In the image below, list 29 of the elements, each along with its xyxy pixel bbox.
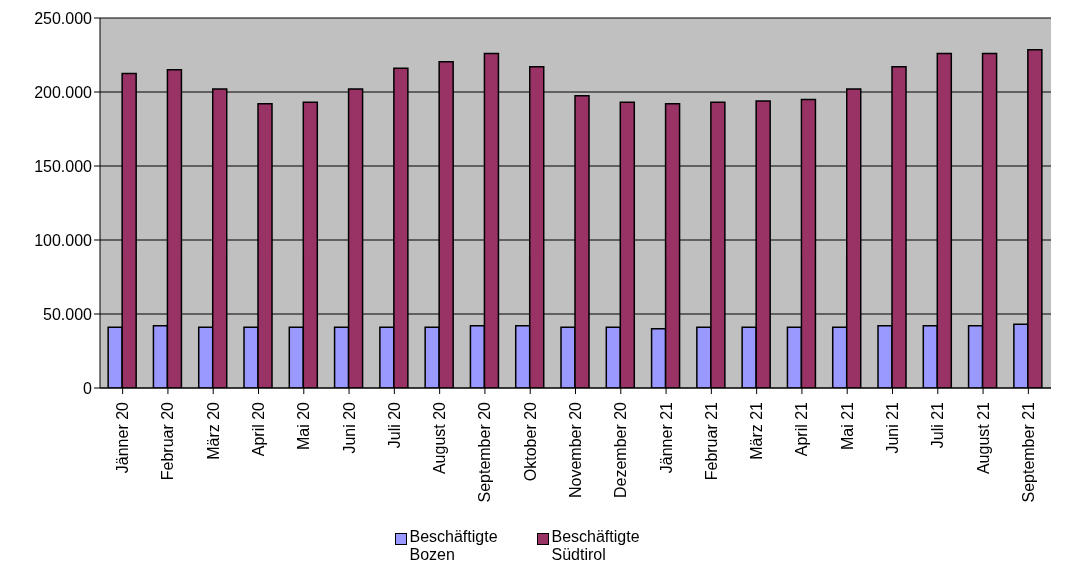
- x-tick-label: Dezember 20: [612, 401, 630, 499]
- x-tick-label: Juni 21: [884, 401, 901, 454]
- x-tick-label: Juni 20: [340, 401, 358, 454]
- x-tick-label: Mai 20: [295, 401, 313, 451]
- x-tick-label: Jänner 21: [657, 401, 675, 474]
- x-tick-label: Jänner 20: [114, 401, 132, 474]
- y-tick-label: 200.000: [34, 83, 93, 101]
- x-tick-label: April 21: [793, 401, 811, 457]
- x-tick-label: Juli 21: [929, 401, 947, 449]
- x-tick-label: Februar 21: [702, 401, 720, 481]
- x-tick-label: Oktober 20: [521, 401, 539, 482]
- x-tick-label: Februar 20: [159, 401, 177, 481]
- x-tick-label: November 20: [567, 401, 584, 499]
- x-tick-label: August 20: [431, 401, 449, 475]
- x-tick-label: Juli 20: [385, 401, 403, 449]
- y-tick-label: 250.000: [34, 9, 93, 27]
- y-tick-label: 50.000: [43, 305, 93, 323]
- y-tick-label: 0: [83, 379, 93, 397]
- x-tick-label: April 20: [250, 401, 267, 457]
- legend-label: Beschäftigte Bozen: [409, 528, 499, 564]
- legend-label: Beschäftigte Südtirol: [551, 528, 641, 564]
- x-tick-label: März 20: [204, 401, 222, 460]
- x-tick-label: September 21: [1019, 401, 1037, 503]
- x-tick-label: August 21: [974, 401, 992, 475]
- x-tick-label: September 20: [476, 401, 494, 503]
- x-tick-label: Mai 21: [838, 401, 856, 451]
- y-tick-label: 150.000: [34, 157, 93, 175]
- y-tick-label: 100.000: [34, 231, 93, 249]
- x-tick-label: März 21: [748, 401, 766, 460]
